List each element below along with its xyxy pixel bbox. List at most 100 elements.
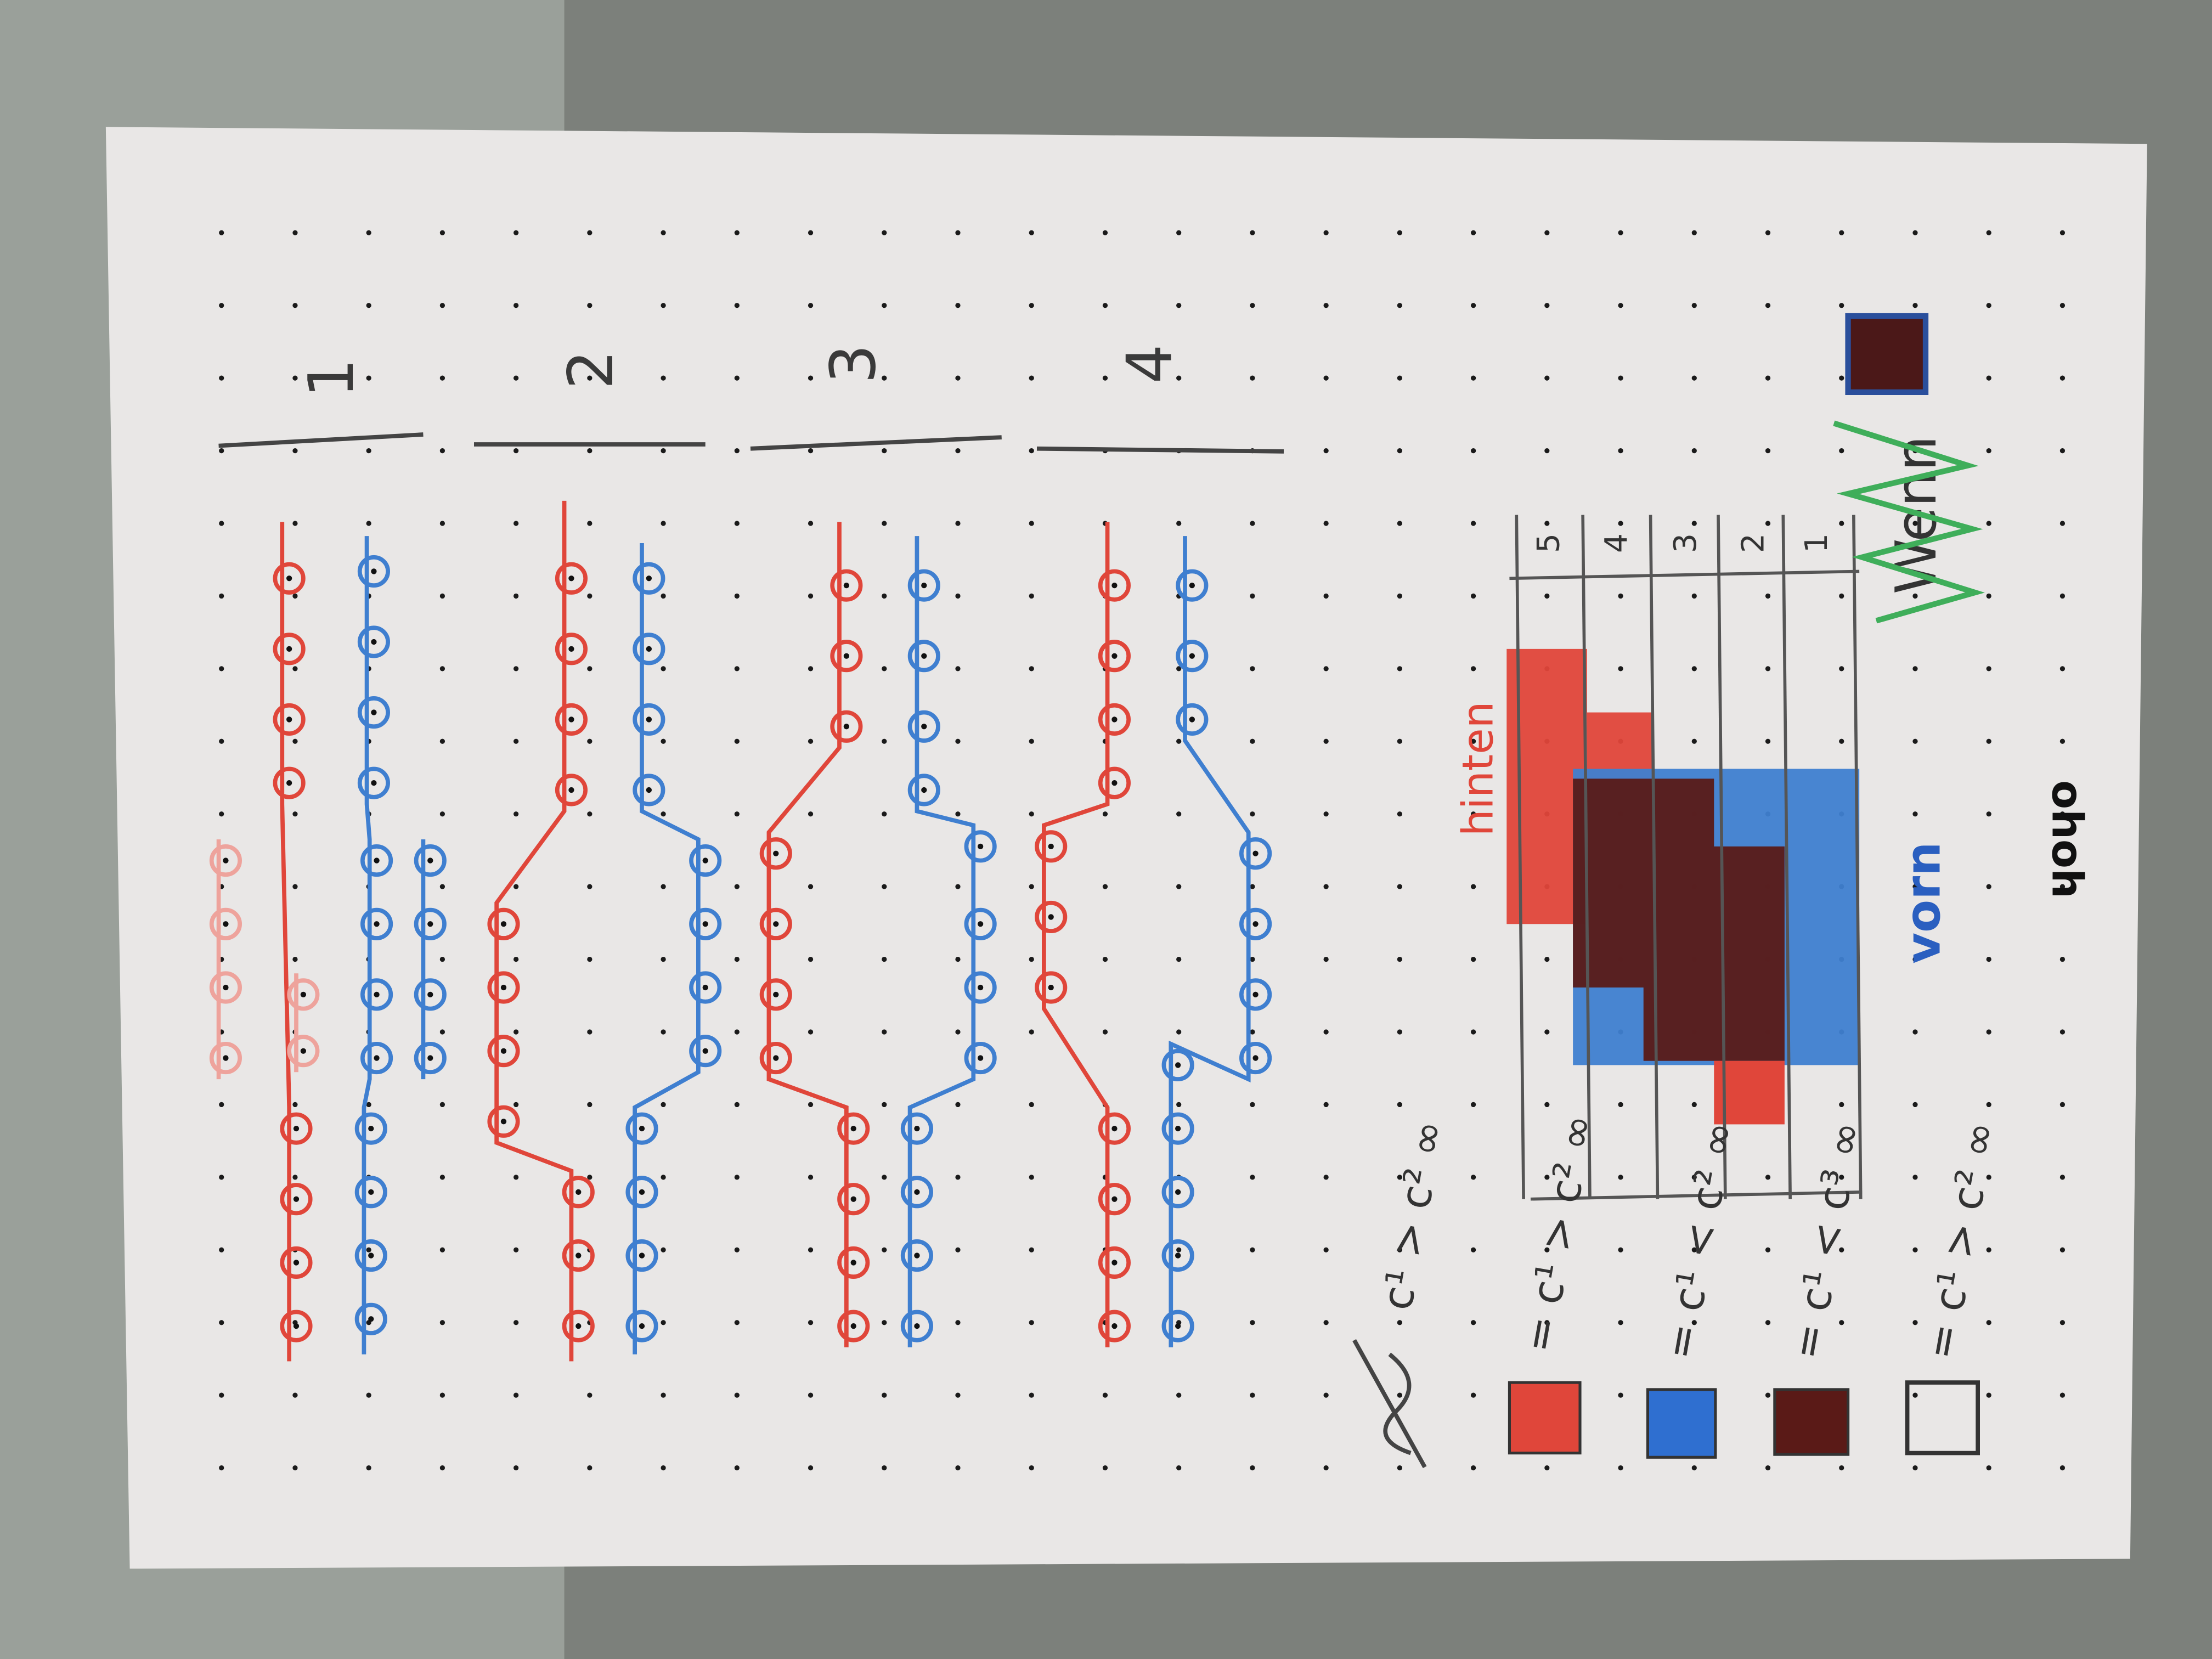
stitch-dot xyxy=(921,787,927,793)
stitch-loop xyxy=(1098,1112,1131,1145)
grid-dot xyxy=(2059,230,2066,235)
stitch-dot xyxy=(646,646,652,652)
grid-dot xyxy=(734,738,740,744)
grid-dot xyxy=(882,811,887,817)
grid-dot xyxy=(1029,375,1034,381)
grid-dot xyxy=(1029,521,1034,526)
grid-dot xyxy=(1912,956,1918,962)
stitch-loop xyxy=(837,1112,870,1145)
grid-dot xyxy=(587,521,592,526)
grid-dot xyxy=(1250,1029,1255,1035)
grid-dot xyxy=(587,448,592,454)
grid-dot xyxy=(366,521,371,526)
grid-dot xyxy=(514,1102,519,1108)
stitch-loop xyxy=(759,907,792,940)
grid-dot xyxy=(1618,1102,1623,1108)
stitch-dot xyxy=(1252,850,1259,856)
stitch-dot xyxy=(293,1126,300,1132)
grid-dot xyxy=(292,811,298,817)
grid-dot xyxy=(2059,521,2066,526)
grid-dot xyxy=(439,521,445,526)
grid-dot xyxy=(661,956,666,962)
stitch-dot xyxy=(702,1048,708,1054)
grid-dot xyxy=(1986,956,1991,962)
stitch-dot xyxy=(368,1316,374,1322)
stitch-dot xyxy=(921,583,927,589)
grid-dot xyxy=(1102,303,1108,308)
grid-dot xyxy=(734,303,740,308)
stitch-dot xyxy=(223,921,229,927)
stitch-loop xyxy=(964,830,997,863)
grid-dot xyxy=(1397,1247,1402,1252)
grid-dot xyxy=(1691,448,1697,454)
stitch-loop xyxy=(360,978,393,1011)
stitch-loop xyxy=(1176,640,1209,673)
dot-grid xyxy=(219,230,2066,1471)
grid-dot xyxy=(292,1392,298,1398)
grid-dot xyxy=(1691,1102,1697,1108)
grid-dot xyxy=(734,1029,740,1035)
grid-dot xyxy=(1986,375,1991,381)
grid-dot xyxy=(882,230,887,235)
grid-dot xyxy=(1544,521,1550,526)
grid-dot xyxy=(1029,1029,1034,1035)
stitch-dot xyxy=(639,1126,645,1132)
grid-dot xyxy=(219,1175,224,1180)
stitch-loop xyxy=(414,1042,447,1075)
grid-dot xyxy=(587,666,592,672)
grid-dot xyxy=(1250,1392,1255,1398)
stitch-loop xyxy=(900,1239,934,1272)
stitch-dot xyxy=(371,709,377,715)
grid-dot xyxy=(808,521,814,526)
stitch-loop xyxy=(633,562,665,595)
grid-dot xyxy=(1765,375,1771,381)
stitch-dot xyxy=(639,1189,645,1195)
stitch-loop xyxy=(907,569,940,602)
stitch-dot xyxy=(427,921,433,927)
grid-dot xyxy=(1029,1247,1034,1252)
grid-dot xyxy=(882,956,887,962)
grid-dot xyxy=(955,1175,961,1180)
grid-dot xyxy=(1176,1029,1182,1035)
stitch-dot xyxy=(293,1323,300,1329)
grid-dot xyxy=(1323,1392,1329,1398)
grid-dot xyxy=(1102,375,1108,381)
grid-dot xyxy=(1323,738,1329,744)
grid-dot xyxy=(1765,738,1771,744)
grid-dot xyxy=(734,521,740,526)
grid-dot xyxy=(1470,1102,1476,1108)
grid-dot xyxy=(734,1247,740,1252)
stitch-dot xyxy=(300,991,306,997)
stitch-loop xyxy=(1176,703,1209,736)
stitch-dot xyxy=(843,724,849,730)
grid-dot xyxy=(808,1029,814,1035)
stitch-loop xyxy=(487,1035,520,1068)
stitch-loop xyxy=(830,640,863,673)
grid-dot xyxy=(1765,1465,1771,1471)
grid-dot xyxy=(1250,956,1255,962)
grid-dot xyxy=(1029,666,1034,672)
chart-grid-line xyxy=(1581,515,1592,1199)
grid-dot xyxy=(955,884,961,889)
stitch-loop xyxy=(280,1246,313,1279)
grid-dot xyxy=(661,1175,666,1180)
grid-dot xyxy=(1397,1175,1402,1180)
chart-base-line xyxy=(1530,1190,1863,1201)
grid-dot xyxy=(882,1247,887,1252)
stitch-loop xyxy=(837,1183,870,1216)
grid-dot xyxy=(1618,1465,1623,1471)
stitch-dot xyxy=(702,984,708,991)
grid-dot xyxy=(1102,1465,1108,1471)
cable-strand xyxy=(900,536,997,1347)
stitch-dot xyxy=(1175,1252,1181,1259)
legend-swatch-dark xyxy=(1773,1388,1850,1456)
stitch-dot xyxy=(702,921,708,927)
stitch-loop xyxy=(287,1035,320,1068)
stitch-dot xyxy=(374,1055,380,1061)
stitch-loop xyxy=(625,1176,658,1209)
stitch-loop xyxy=(562,1239,595,1272)
strand-line xyxy=(362,536,372,1355)
grid-dot xyxy=(1618,230,1623,235)
grid-dot xyxy=(1323,1175,1329,1180)
grid-dot xyxy=(1029,1465,1034,1471)
